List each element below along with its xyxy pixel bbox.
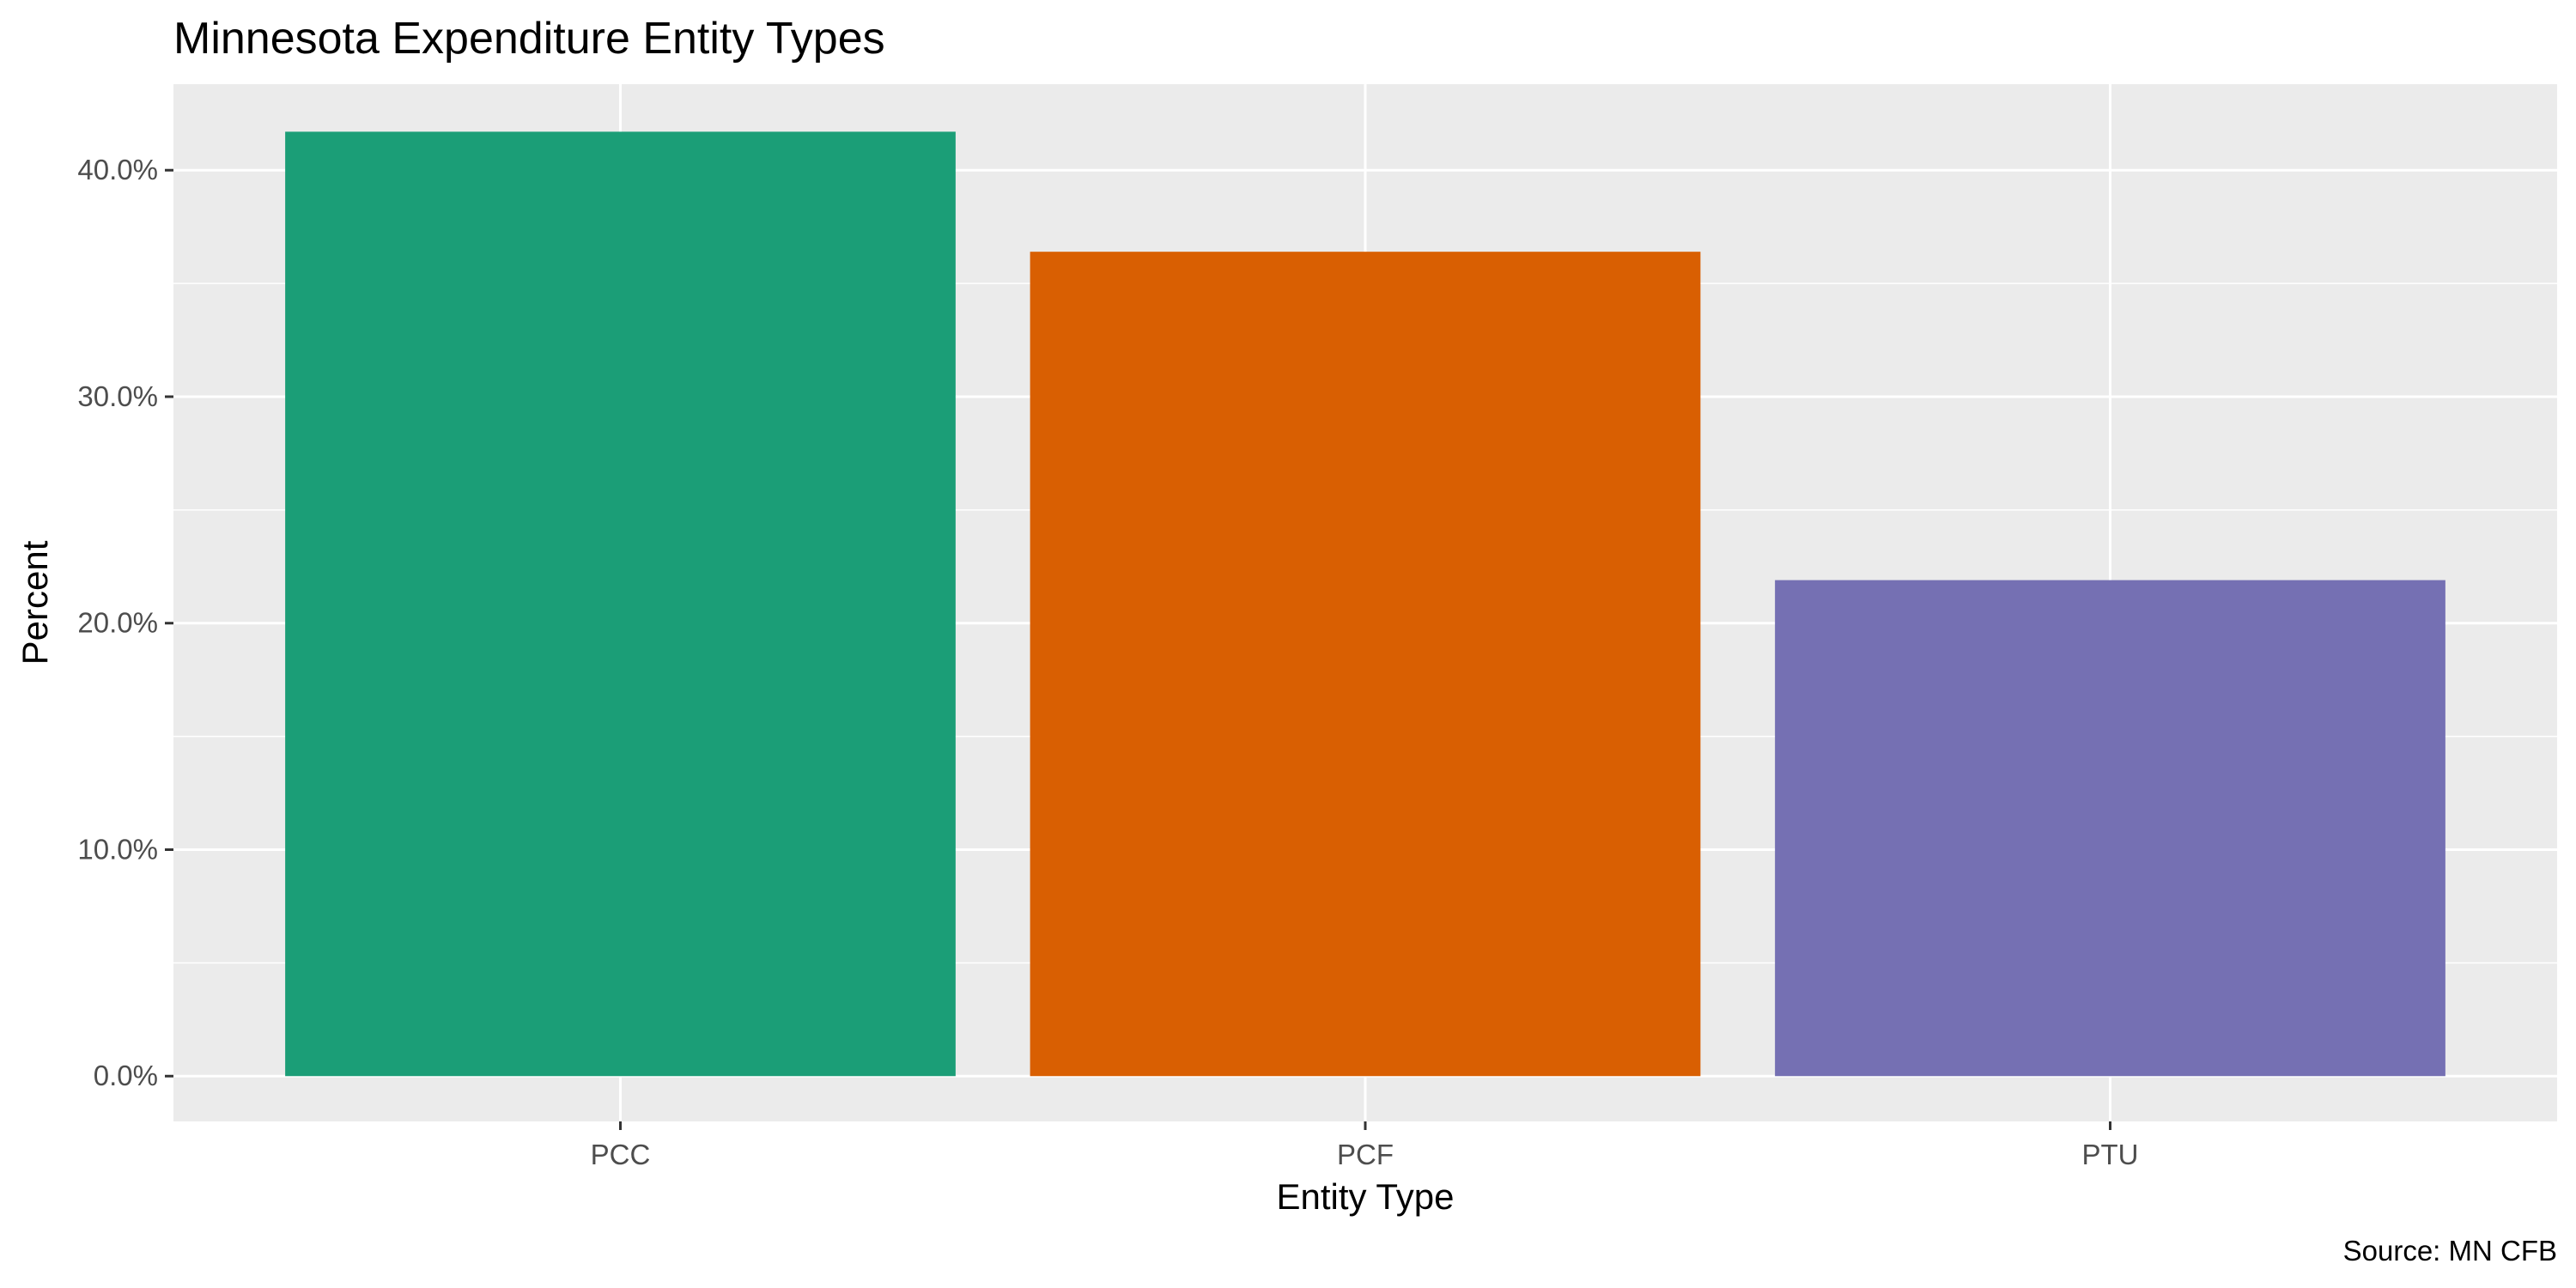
bars	[285, 131, 2445, 1077]
y-tick-label: 0.0%	[94, 1060, 158, 1091]
y-tick-label: 40.0%	[77, 154, 158, 185]
chart-title: Minnesota Expenditure Entity Types	[173, 14, 885, 64]
x-tick-label: PCF	[1337, 1139, 1394, 1170]
x-tick-label: PCC	[591, 1139, 651, 1170]
source-caption: Source: MN CFB	[2343, 1235, 2557, 1267]
x-tick-label: PTU	[2082, 1139, 2139, 1170]
x-axis-title: Entity Type	[1276, 1176, 1454, 1217]
x-axis: PCC PCF PTU	[591, 1121, 2139, 1170]
y-axis-title: Percent	[15, 540, 55, 665]
bar-ptu	[1775, 580, 2445, 1077]
bar-pcf	[1030, 252, 1701, 1077]
y-tick-label: 30.0%	[77, 380, 158, 412]
y-tick-label: 10.0%	[77, 833, 158, 865]
y-tick-label: 20.0%	[77, 607, 158, 639]
bar-pcc	[285, 131, 956, 1077]
y-axis: 0.0% 10.0% 20.0% 30.0% 40.0%	[77, 154, 173, 1091]
